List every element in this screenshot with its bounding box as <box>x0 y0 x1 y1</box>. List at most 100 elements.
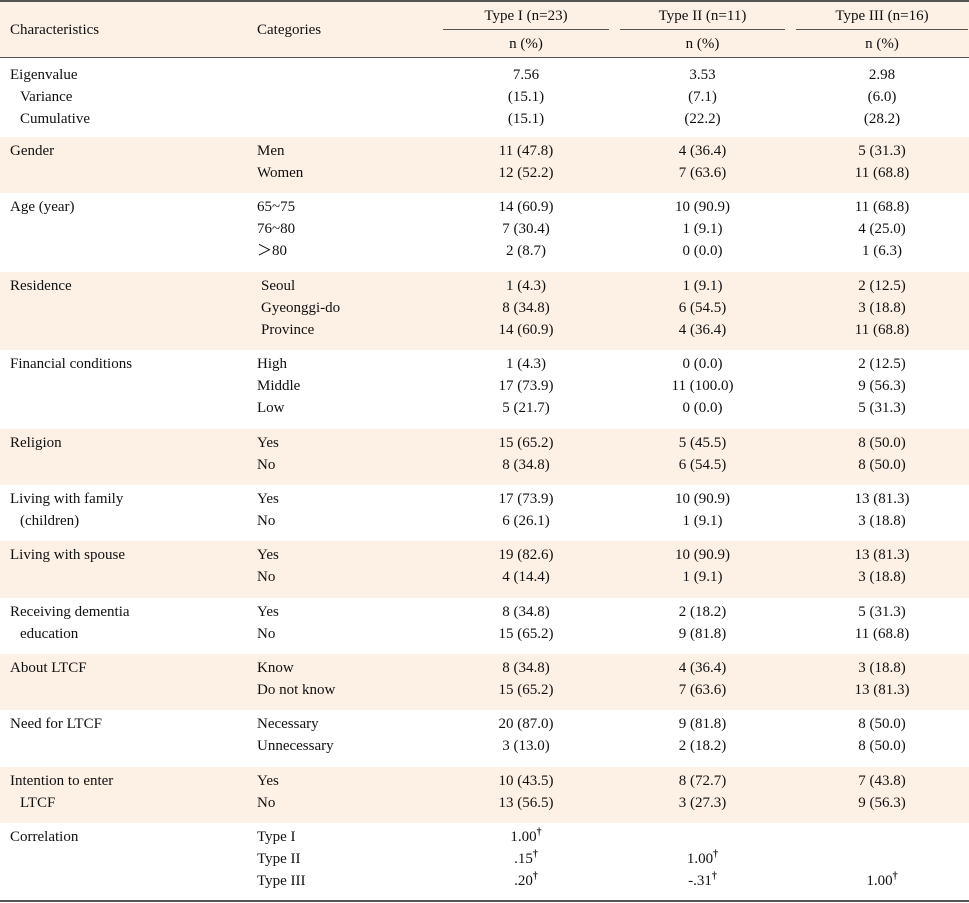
cell-value: 6 (54.5) <box>620 454 785 476</box>
cell-value: 11 (47.8) <box>443 140 609 162</box>
cell-number: 8 (50.0) <box>858 435 906 451</box>
cell-number: 0 (0.0) <box>682 400 723 416</box>
cell-number: 19 (82.6) <box>498 547 554 563</box>
characteristic-label: Eigenvalue <box>10 67 78 83</box>
cell-number: 3 (18.8) <box>858 300 906 316</box>
category-label: Women <box>257 165 304 181</box>
table-row: Correlation Type I Type II Type III 1.00† .15… <box>0 823 969 900</box>
cell-value: 5 (31.3) <box>796 397 968 419</box>
header-type1: Type I (n=23) <box>484 8 568 24</box>
cell-value: 1 (6.3) <box>796 240 968 262</box>
table-row: Need for LTCF Necessary Unnecessary 20 (87.… <box>0 710 969 767</box>
category-label: Seoul <box>261 278 296 294</box>
cell-number: 5 (31.3) <box>858 143 906 159</box>
cell-value: 3 (18.8) <box>796 566 968 588</box>
cell-value: 0 (0.0) <box>620 397 785 419</box>
cell-value: (28.2) <box>796 108 968 130</box>
characteristic-label: Gender <box>10 143 55 159</box>
cell-number: 4 (36.4) <box>678 143 727 159</box>
cell-number: 11 (68.8) <box>854 626 910 642</box>
cell-number: -.31 <box>688 873 712 889</box>
cell-number: 8 (34.8) <box>502 300 550 316</box>
cell-value: 5 (31.3) <box>796 140 968 162</box>
cell-number: 7.56 <box>512 67 540 83</box>
cell-value: 14 (60.9) <box>443 196 609 218</box>
dagger-mark: † <box>532 849 538 860</box>
cell-number: 4 (14.4) <box>502 569 550 585</box>
category-label: Type III <box>257 873 306 889</box>
table-row: About LTCF Know Do not know 8 (34.8) 15 (65.… <box>0 654 969 710</box>
cell-value: 8 (72.7) <box>620 770 785 792</box>
cell-number: 5 (31.3) <box>858 604 906 620</box>
cell-value: 11 (68.8) <box>796 196 968 218</box>
header-type3: Type III (n=16) <box>835 8 929 24</box>
cell-value: 7 (30.4) <box>443 218 609 240</box>
cell-value: 8 (50.0) <box>796 454 968 476</box>
cell-number: 1 (4.3) <box>506 278 546 294</box>
cell-number: 6 (54.5) <box>678 457 727 473</box>
header-type2: Type II (n=11) <box>658 8 747 24</box>
cell-value: 2 (12.5) <box>796 275 968 297</box>
cell-number: 17 (73.9) <box>498 378 554 394</box>
cell-value: 7 (63.6) <box>620 679 785 701</box>
cell-value: 4 (36.4) <box>620 657 785 679</box>
cell-number: 5 (31.3) <box>858 400 906 416</box>
table-header-rule <box>0 57 969 58</box>
cell-number: 1.00 <box>866 873 893 889</box>
cell-value: 2.98 <box>796 64 968 86</box>
cell-value: (7.1) <box>620 86 785 108</box>
cell-value: 1 (4.3) <box>443 353 609 375</box>
characteristic-label: About LTCF <box>10 660 87 676</box>
category-label: No <box>257 795 276 811</box>
cell-number: 8 (50.0) <box>858 716 906 732</box>
cell-value: 8 (50.0) <box>796 735 968 757</box>
category-label: No <box>257 513 276 529</box>
cell-value: 8 (50.0) <box>796 432 968 454</box>
cell-number: 11 (68.8) <box>854 199 910 215</box>
cell-value: 9 (56.3) <box>796 792 968 814</box>
cell-value: 9 (81.8) <box>620 623 785 645</box>
category-label: 65~75 <box>257 199 296 215</box>
characteristic-label: Financial conditions <box>10 356 133 372</box>
table-bottom-rule <box>0 900 969 902</box>
cell-value: 2 (18.2) <box>620 735 785 757</box>
cell-number: 6 (26.1) <box>502 513 550 529</box>
characteristic-label: Receiving dementia <box>10 604 130 620</box>
cell-number: 2.98 <box>868 67 896 83</box>
cell-value: 9 (56.3) <box>796 375 968 397</box>
cell-number: 1.00 <box>686 851 714 867</box>
cell-value: 3 (13.0) <box>443 735 609 757</box>
cell-value: 2 (18.2) <box>620 601 785 623</box>
cell-value: 10 (90.9) <box>620 544 785 566</box>
category-label: Do not know <box>257 682 336 698</box>
header-unit-type1: n (%) <box>509 36 543 52</box>
cell-value: 17 (73.9) <box>443 375 609 397</box>
cell-number: 0 (0.0) <box>682 243 723 259</box>
cell-value: (15.1) <box>443 108 609 130</box>
cell-value: .15† <box>443 848 609 870</box>
cell-value: 7 (43.8) <box>796 770 968 792</box>
cell-value: 13 (81.3) <box>796 544 968 566</box>
dagger-mark: † <box>536 827 542 838</box>
header-type3-rule <box>796 29 968 30</box>
table-header <box>0 2 969 58</box>
cell-number: 2 (18.2) <box>678 738 727 754</box>
header-unit-type2: n (%) <box>685 36 720 52</box>
cell-number: (7.1) <box>688 89 717 105</box>
header-unit-type3: n (%) <box>865 36 899 52</box>
cell-number: 2 (12.5) <box>858 278 906 294</box>
cell-number: 6 (54.5) <box>678 300 727 316</box>
cell-value: 19 (82.6) <box>443 544 609 566</box>
dagger-mark: † <box>713 849 719 860</box>
cell-value: 1 (9.1) <box>620 218 785 240</box>
cell-number: 1 (9.1) <box>682 278 723 294</box>
cell-number: 10 (90.9) <box>675 199 730 215</box>
cell-value: 15 (65.2) <box>443 679 609 701</box>
cell-number: 14 (60.9) <box>498 322 554 338</box>
category-label: Yes <box>257 604 279 620</box>
characteristic-label: Intention to enter <box>10 773 114 789</box>
category-label: Low <box>257 400 285 416</box>
cell-number: 15 (65.2) <box>498 682 554 698</box>
cell-number: 8 (34.8) <box>502 660 550 676</box>
cell-number: 8 (34.8) <box>502 457 550 473</box>
